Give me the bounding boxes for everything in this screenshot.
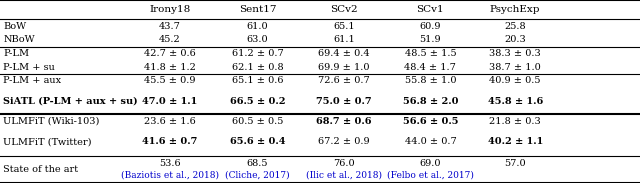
Text: P-LM + aux: P-LM + aux — [3, 76, 61, 85]
Text: 21.8 ± 0.3: 21.8 ± 0.3 — [490, 117, 541, 126]
Text: 51.9: 51.9 — [420, 35, 441, 44]
Text: 48.4 ± 1.7: 48.4 ± 1.7 — [404, 63, 456, 72]
Text: (Baziotis et al., 2018): (Baziotis et al., 2018) — [120, 171, 219, 180]
Text: 65.1 ± 0.6: 65.1 ± 0.6 — [232, 76, 284, 85]
Text: 23.6 ± 1.6: 23.6 ± 1.6 — [144, 117, 195, 126]
Text: 72.6 ± 0.7: 72.6 ± 0.7 — [318, 76, 370, 85]
Text: 65.1: 65.1 — [333, 22, 355, 31]
Text: NBoW: NBoW — [3, 35, 35, 44]
Text: ULMFiT (Wiki-103): ULMFiT (Wiki-103) — [3, 117, 100, 126]
Text: SCv1: SCv1 — [417, 5, 444, 14]
Text: 69.4 ± 0.4: 69.4 ± 0.4 — [318, 49, 370, 58]
Text: 41.8 ± 1.2: 41.8 ± 1.2 — [143, 63, 196, 72]
Text: SiATL (P-LM + aux + su): SiATL (P-LM + aux + su) — [3, 97, 138, 106]
Text: 66.5 ± 0.2: 66.5 ± 0.2 — [230, 97, 285, 106]
Text: 76.0: 76.0 — [333, 159, 355, 168]
Text: 43.7: 43.7 — [159, 22, 180, 31]
Text: 41.6 ± 0.7: 41.6 ± 0.7 — [142, 137, 197, 146]
Text: 53.6: 53.6 — [159, 159, 180, 168]
Text: 38.3 ± 0.3: 38.3 ± 0.3 — [490, 49, 541, 58]
Text: (Ilic et al., 2018): (Ilic et al., 2018) — [306, 171, 382, 180]
Text: (Cliche, 2017): (Cliche, 2017) — [225, 171, 290, 180]
Text: 38.7 ± 1.0: 38.7 ± 1.0 — [490, 63, 541, 72]
Text: 40.9 ± 0.5: 40.9 ± 0.5 — [490, 76, 541, 85]
Text: 63.0: 63.0 — [247, 35, 268, 44]
Text: 47.0 ± 1.1: 47.0 ± 1.1 — [142, 97, 197, 106]
Text: 61.1: 61.1 — [333, 35, 355, 44]
Text: 25.8: 25.8 — [504, 22, 526, 31]
Text: 60.5 ± 0.5: 60.5 ± 0.5 — [232, 117, 284, 126]
Text: ULMFiT (Twitter): ULMFiT (Twitter) — [3, 137, 92, 146]
Text: 68.5: 68.5 — [247, 159, 268, 168]
Text: 45.5 ± 0.9: 45.5 ± 0.9 — [144, 76, 195, 85]
Text: 68.7 ± 0.6: 68.7 ± 0.6 — [316, 117, 372, 126]
Text: BoW: BoW — [3, 22, 26, 31]
Text: 57.0: 57.0 — [504, 159, 526, 168]
Text: 56.6 ± 0.5: 56.6 ± 0.5 — [403, 117, 458, 126]
Text: Irony18: Irony18 — [149, 5, 190, 14]
Text: SCv2: SCv2 — [330, 5, 358, 14]
Text: 67.2 ± 0.9: 67.2 ± 0.9 — [318, 137, 370, 146]
Text: P-LM: P-LM — [3, 49, 29, 58]
Text: 40.2 ± 1.1: 40.2 ± 1.1 — [488, 137, 543, 146]
Text: 55.8 ± 1.0: 55.8 ± 1.0 — [404, 76, 456, 85]
Text: 20.3: 20.3 — [504, 35, 526, 44]
Text: 45.2: 45.2 — [159, 35, 180, 44]
Text: Sent17: Sent17 — [239, 5, 276, 14]
Text: P-LM + su: P-LM + su — [3, 63, 55, 72]
Text: 42.7 ± 0.6: 42.7 ± 0.6 — [144, 49, 195, 58]
Text: 44.0 ± 0.7: 44.0 ± 0.7 — [404, 137, 456, 146]
Text: 75.0 ± 0.7: 75.0 ± 0.7 — [316, 97, 372, 106]
Text: 69.9 ± 1.0: 69.9 ± 1.0 — [318, 63, 370, 72]
Text: 56.8 ± 2.0: 56.8 ± 2.0 — [403, 97, 458, 106]
Text: 65.6 ± 0.4: 65.6 ± 0.4 — [230, 137, 285, 146]
Text: 69.0: 69.0 — [420, 159, 441, 168]
Text: PsychExp: PsychExp — [490, 5, 540, 14]
Text: (Felbo et al., 2017): (Felbo et al., 2017) — [387, 171, 474, 180]
Text: 62.1 ± 0.8: 62.1 ± 0.8 — [232, 63, 284, 72]
Text: State of the art: State of the art — [3, 165, 78, 174]
Text: 60.9: 60.9 — [420, 22, 441, 31]
Text: 61.0: 61.0 — [247, 22, 268, 31]
Text: 61.2 ± 0.7: 61.2 ± 0.7 — [232, 49, 284, 58]
Text: 48.5 ± 1.5: 48.5 ± 1.5 — [404, 49, 456, 58]
Text: 45.8 ± 1.6: 45.8 ± 1.6 — [488, 97, 543, 106]
